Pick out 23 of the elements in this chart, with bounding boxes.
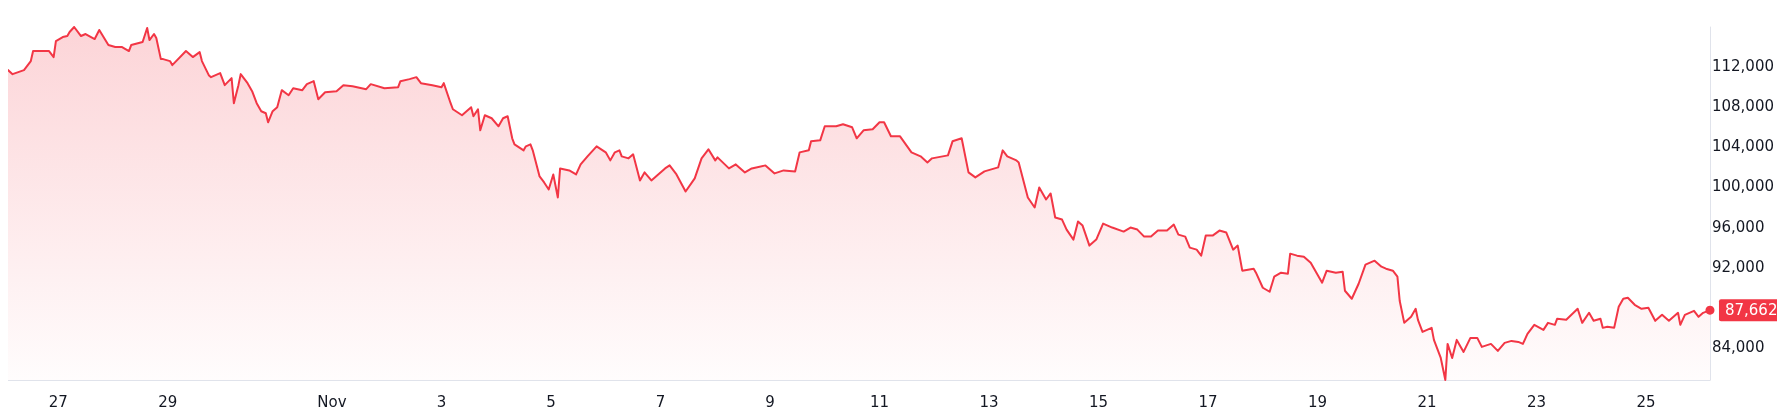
y-tick-label: 104,000 (1711, 137, 1774, 156)
x-tick-label: 23 (1527, 392, 1547, 411)
y-tick-label: 100,000 (1711, 177, 1774, 196)
x-tick-label: 27 (48, 392, 68, 411)
x-tick-label: 5 (546, 392, 556, 411)
x-tick-label: 13 (979, 392, 999, 411)
x-tick-label: 29 (158, 392, 178, 411)
x-tick-label: 3 (436, 392, 447, 411)
x-tick-label: 25 (1636, 392, 1656, 411)
annotation: 87,662 (1724, 301, 1778, 320)
x-tick-label: 11 (869, 392, 890, 411)
x-tick-label: 15 (1088, 392, 1109, 411)
y-tick-label: 96,000 (1711, 217, 1765, 236)
x-tick-label: Nov (317, 392, 347, 411)
y-tick-label: 84,000 (1711, 337, 1765, 356)
y-tick-label: 92,000 (1711, 257, 1765, 276)
y-tick-label: 112,000 (1711, 57, 1774, 76)
x-tick-label: 17 (1198, 392, 1218, 411)
x-tick-label: 7 (655, 392, 666, 411)
y-tick-label: 108,000 (1711, 97, 1774, 116)
x-tick-label: 21 (1417, 392, 1437, 411)
x-tick-label: 19 (1308, 392, 1328, 411)
x-tick-label: 9 (765, 392, 775, 411)
